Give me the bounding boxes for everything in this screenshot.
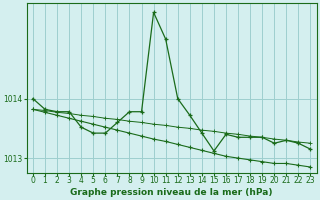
X-axis label: Graphe pression niveau de la mer (hPa): Graphe pression niveau de la mer (hPa) — [70, 188, 273, 197]
